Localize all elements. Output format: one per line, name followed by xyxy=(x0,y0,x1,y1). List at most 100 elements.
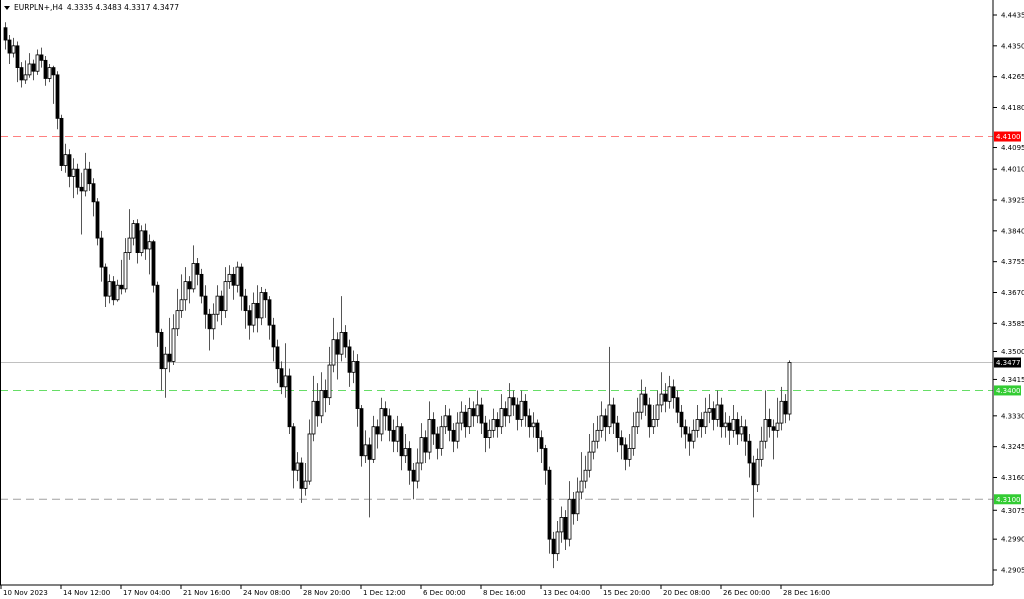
bearish-candle xyxy=(767,419,772,428)
bullish-candle xyxy=(235,266,240,286)
bullish-candle xyxy=(531,422,536,428)
bearish-candle xyxy=(87,168,92,185)
bearish-candle xyxy=(203,295,208,315)
bearish-candle xyxy=(563,517,568,540)
bullish-candle xyxy=(311,400,316,435)
bearish-candle xyxy=(239,266,244,297)
time-tick-label: 1 Dec 12:00 xyxy=(363,589,406,597)
bearish-candle xyxy=(619,437,624,446)
price-level-label: 4.3400 xyxy=(996,387,1021,395)
bearish-candle xyxy=(279,368,284,388)
bearish-candle xyxy=(647,404,652,428)
bullish-candle xyxy=(631,426,636,449)
bullish-candle xyxy=(83,168,88,192)
bearish-candle xyxy=(431,419,436,435)
bearish-candle xyxy=(683,426,688,435)
price-level-label: 4.4100 xyxy=(996,133,1021,141)
time-tick-label: 28 Dec 16:00 xyxy=(783,589,830,597)
bearish-candle xyxy=(3,27,8,41)
bearish-candle xyxy=(719,404,724,428)
bullish-candle xyxy=(439,426,444,449)
bullish-candle xyxy=(327,364,332,399)
time-axis[interactable]: 10 Nov 2023 14 Nov 12:00 17 Nov 04:00 21 No… xyxy=(0,584,993,597)
bearish-candle xyxy=(535,422,540,438)
bearish-candle xyxy=(539,437,544,449)
bullish-candle xyxy=(595,429,600,442)
bearish-candle xyxy=(551,538,556,555)
time-tick-label: 10 Nov 2023 xyxy=(3,589,48,597)
bearish-candle xyxy=(623,444,628,460)
bearish-candle xyxy=(359,408,364,457)
ohlc-readout: 4.3335 4.3483 4.3317 4.3477 xyxy=(66,3,179,12)
bullish-candle xyxy=(659,393,664,406)
time-tick-label: 24 Nov 08:00 xyxy=(243,589,290,597)
bearish-candle xyxy=(375,426,380,435)
bullish-candle xyxy=(339,332,344,355)
bearish-candle xyxy=(603,415,608,428)
bearish-candle xyxy=(143,230,148,250)
bullish-candle xyxy=(363,444,368,457)
bearish-candle xyxy=(335,339,340,355)
bullish-candle xyxy=(731,419,736,431)
price-tick-label: 4.3245 xyxy=(1001,443,1024,451)
bearish-candle xyxy=(75,168,80,188)
bearish-candle xyxy=(699,419,704,428)
price-axis[interactable]: 4.4435 4.4350 4.4265 4.4180 4.4095 4.4010 4.39… xyxy=(0,0,1024,585)
bullish-candle xyxy=(171,328,176,362)
bearish-candle xyxy=(643,393,648,406)
bullish-candle xyxy=(11,45,16,54)
bullish-candle xyxy=(227,273,232,283)
bearish-candle xyxy=(291,426,296,471)
bearish-candle xyxy=(43,59,48,79)
bearish-candle xyxy=(59,117,64,166)
bullish-candle xyxy=(47,67,52,79)
price-tick-label: 4.4180 xyxy=(1001,104,1024,112)
price-tick-label: 4.4095 xyxy=(1001,144,1024,152)
bearish-candle xyxy=(267,299,272,326)
bearish-candle xyxy=(275,346,280,370)
price-tick-label: 4.4350 xyxy=(1001,42,1024,50)
bearish-candle xyxy=(495,419,500,428)
price-tick-label: 4.3670 xyxy=(1001,289,1024,297)
bearish-candle xyxy=(447,415,452,431)
bearish-candle xyxy=(423,437,428,453)
bearish-candle xyxy=(367,444,372,460)
bullish-candle xyxy=(415,462,420,482)
bullish-candle xyxy=(71,168,76,177)
time-tick-label: 17 Nov 04:00 xyxy=(123,589,170,597)
bullish-candle xyxy=(575,491,580,515)
bearish-candle xyxy=(243,295,248,312)
bearish-candle xyxy=(747,440,752,464)
price-level-label-bg xyxy=(994,385,1021,396)
bearish-candle xyxy=(515,404,520,420)
bearish-candle xyxy=(19,67,24,81)
bullish-candle xyxy=(579,480,584,493)
bullish-candle xyxy=(211,313,216,330)
bullish-candle xyxy=(607,404,612,428)
bullish-candle xyxy=(755,458,760,486)
bearish-candle xyxy=(527,415,532,428)
bearish-candle xyxy=(611,404,616,424)
price-tick-label: 4.3160 xyxy=(1001,474,1024,482)
bullish-candle xyxy=(395,426,400,442)
bearish-candle xyxy=(219,295,224,312)
bearish-candle xyxy=(679,411,684,428)
bullish-candle xyxy=(715,404,720,420)
bearish-candle xyxy=(463,411,468,428)
bullish-candle xyxy=(491,419,496,431)
bearish-candle xyxy=(615,422,620,438)
bullish-candle xyxy=(163,353,168,370)
bearish-candle xyxy=(347,346,352,373)
bearish-candle xyxy=(91,183,96,203)
price-tick-label: 4.3330 xyxy=(1001,412,1024,420)
bullish-candle xyxy=(63,154,68,166)
bearish-candle xyxy=(383,408,388,417)
price-tick-label: 4.3415 xyxy=(1001,376,1024,384)
collapse-triangle-icon[interactable] xyxy=(4,5,10,10)
bearish-candle xyxy=(103,266,108,297)
bearish-candle xyxy=(355,361,360,409)
price-level-label-bg xyxy=(994,131,1021,142)
bearish-candle xyxy=(79,186,84,192)
bullish-candle xyxy=(507,397,512,417)
